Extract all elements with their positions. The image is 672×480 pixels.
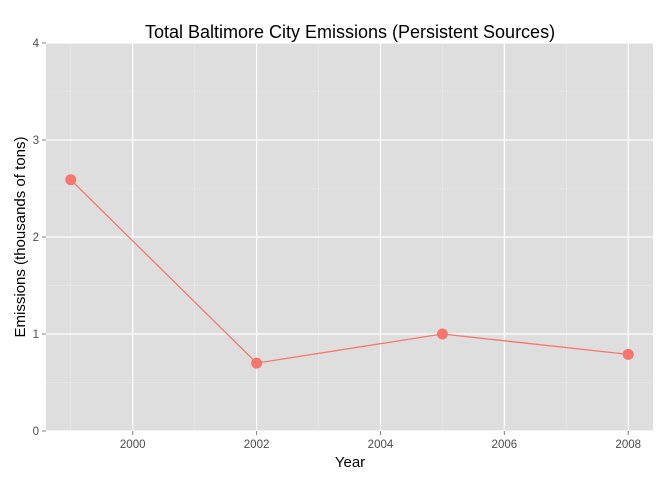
data-point (251, 357, 263, 369)
data-series (65, 174, 634, 369)
x-axis-label: Year (335, 454, 365, 471)
y-tick-label: 2 (33, 232, 39, 244)
y-tick-label: 3 (33, 135, 39, 147)
major-gridlines (46, 42, 653, 432)
x-tick-label: 2002 (244, 439, 270, 451)
x-tick-label: 2008 (615, 439, 641, 451)
y-tick-label: 4 (33, 38, 40, 50)
y-axis-ticks: 0 1 2 3 4 (33, 38, 46, 438)
data-point (436, 328, 448, 340)
minor-gridlines (46, 43, 653, 431)
series-line (70, 179, 629, 364)
x-tick-label: 2006 (492, 439, 518, 451)
chart-title: Total Baltimore City Emissions (Persiste… (145, 22, 555, 42)
x-tick-label: 2000 (120, 439, 146, 451)
y-tick-label: 1 (33, 329, 39, 341)
data-point (65, 174, 77, 186)
y-axis-label: Emissions (thousands of tons) (12, 137, 29, 338)
x-axis-ticks: 2000 2002 2004 2006 2008 (120, 431, 641, 451)
y-tick-label: 0 (33, 426, 39, 438)
data-point (622, 348, 634, 360)
x-tick-label: 2004 (368, 439, 394, 451)
